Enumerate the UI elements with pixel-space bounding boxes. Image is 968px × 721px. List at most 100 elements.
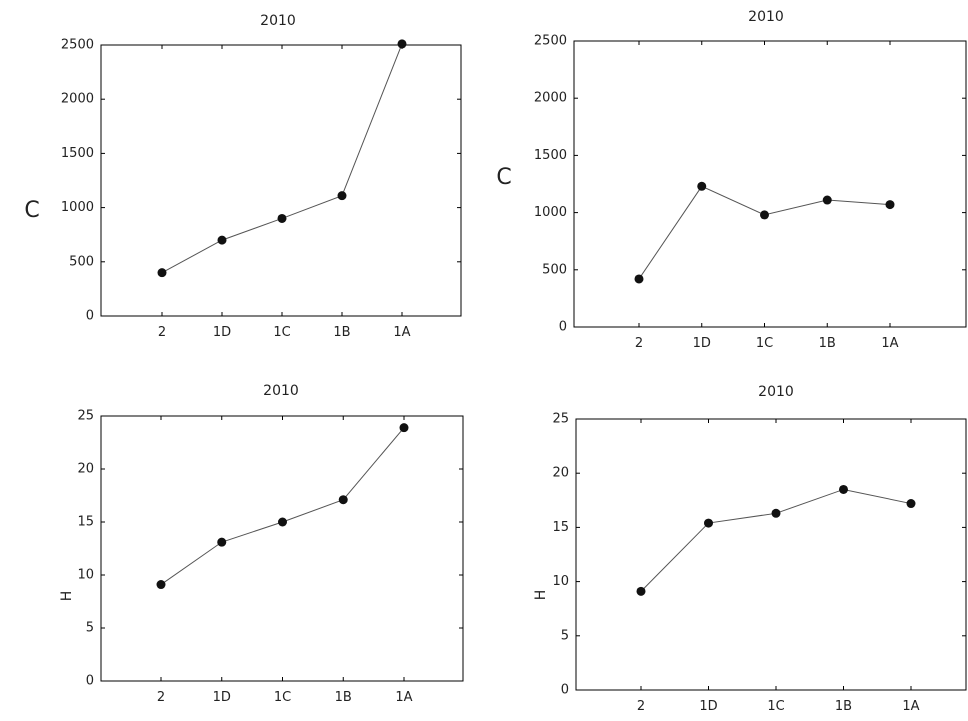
y-tick-label: 15: [77, 515, 94, 530]
chart-title: 2010: [260, 13, 296, 29]
series-line-path: [638, 185, 891, 280]
y-tick-label: 10: [77, 568, 94, 583]
x-tick-label: 1C: [274, 690, 291, 705]
y-axis: 0 5 10 15 20 25: [552, 412, 966, 698]
y-axis: 0 500 1000 1500 2000 2500: [61, 38, 461, 324]
y-tick-label: 0: [86, 309, 94, 324]
x-tick-label: 1C: [767, 699, 784, 714]
y-tick-label: 1500: [534, 148, 567, 163]
y-tick-label: 1500: [61, 146, 94, 161]
y-tick-label: 500: [69, 254, 94, 269]
y-tick-label: 20: [77, 462, 94, 477]
data-point: [760, 210, 769, 220]
plot-frame: [575, 418, 967, 691]
x-tick-label: 1C: [756, 336, 773, 351]
y-tick-label: 1000: [61, 200, 94, 215]
x-tick-label: 1A: [881, 336, 898, 351]
chart-panel-bottom-right: 2010 H 0 5 10 15 20 25 2 1D 1C 1B 1A: [533, 384, 967, 714]
chart-panel-top-right: 2010 C 0 500 1000 1500 2000 2500 2 1D 1C 1B 1A: [496, 9, 967, 351]
data-point: [636, 586, 646, 596]
y-tick-label: 15: [552, 520, 569, 535]
x-tick-label: 1D: [213, 325, 231, 340]
x-tick-label: 1D: [699, 699, 717, 714]
x-tick-label: 1B: [335, 690, 352, 705]
data-point: [634, 274, 644, 284]
x-tick-label: 1B: [333, 325, 350, 340]
series-line-path: [160, 427, 405, 585]
chart-title: 2010: [758, 384, 794, 400]
y-tick-label: 2500: [534, 34, 567, 49]
data-point: [885, 200, 895, 210]
y-tick-label: 10: [552, 574, 569, 589]
data-point: [217, 537, 227, 547]
data-point: [399, 423, 409, 433]
y-tick-label: 1000: [534, 205, 567, 220]
series-points: [156, 423, 409, 590]
y-tick-label: 0: [561, 683, 569, 698]
data-point: [157, 268, 167, 278]
plot-frame: [100, 415, 464, 682]
y-tick-label: 0: [86, 674, 94, 689]
x-tick-label: 2: [635, 336, 643, 351]
y-tick-label: 500: [542, 262, 567, 277]
data-point: [771, 508, 781, 518]
data-point: [217, 235, 227, 245]
y-axis: 0 5 10 15 20 25: [77, 409, 463, 689]
series-line: [160, 427, 405, 585]
series-line-path: [161, 43, 403, 274]
y-axis: 0 500 1000 1500 2000 2500: [534, 34, 966, 335]
data-point: [278, 517, 287, 527]
y-tick-label: 2000: [61, 92, 94, 107]
y-tick-label: 0: [559, 320, 567, 335]
x-tick-label: 1D: [213, 690, 231, 705]
data-point: [822, 195, 832, 205]
x-tick-label: 1D: [693, 336, 711, 351]
plot-frame: [573, 40, 967, 328]
y-axis-label: H: [59, 591, 75, 602]
data-point: [337, 191, 347, 201]
y-axis-label: H: [533, 590, 549, 601]
y-axis-label: C: [496, 165, 511, 190]
x-axis: 2 1D 1C 1B 1A: [637, 419, 920, 714]
chart-panel-top-left: 2010 C 0 500 1000 1500 2000 2500 2 1D 1C 1B 1A: [24, 13, 462, 340]
x-tick-label: 1A: [902, 699, 919, 714]
data-point: [697, 181, 707, 191]
data-point: [704, 518, 713, 528]
series-points: [634, 181, 895, 284]
series-line: [638, 185, 891, 280]
data-point: [906, 499, 916, 509]
y-axis-label: C: [24, 198, 39, 223]
x-tick-label: 1A: [393, 325, 410, 340]
y-tick-label: 25: [552, 412, 569, 427]
data-point: [156, 580, 166, 590]
chart-title: 2010: [263, 383, 299, 399]
x-axis: 2 1D 1C 1B 1A: [157, 416, 413, 705]
y-tick-label: 25: [77, 409, 94, 424]
series-points: [157, 39, 407, 278]
x-axis: 2 1D 1C 1B 1A: [635, 41, 899, 351]
data-point: [839, 484, 848, 494]
x-tick-label: 2: [158, 325, 166, 340]
y-tick-label: 2500: [61, 38, 94, 53]
y-tick-label: 5: [86, 621, 94, 636]
series-points: [636, 484, 916, 596]
x-axis: 2 1D 1C 1B 1A: [158, 45, 411, 340]
y-tick-label: 20: [552, 466, 569, 481]
series-line: [161, 43, 403, 274]
plot-frame: [100, 44, 462, 317]
x-tick-label: 1B: [835, 699, 852, 714]
series-line: [640, 488, 912, 592]
series-line-path: [640, 488, 912, 592]
x-tick-label: 1C: [273, 325, 290, 340]
y-tick-label: 2000: [534, 91, 567, 106]
x-tick-label: 1A: [395, 690, 412, 705]
y-tick-label: 5: [561, 628, 569, 643]
data-point: [397, 39, 407, 49]
x-tick-label: 1B: [819, 336, 836, 351]
chart-title: 2010: [748, 9, 784, 25]
data-point: [338, 495, 348, 505]
x-tick-label: 2: [157, 690, 165, 705]
x-tick-label: 2: [637, 699, 645, 714]
data-point: [277, 213, 287, 223]
